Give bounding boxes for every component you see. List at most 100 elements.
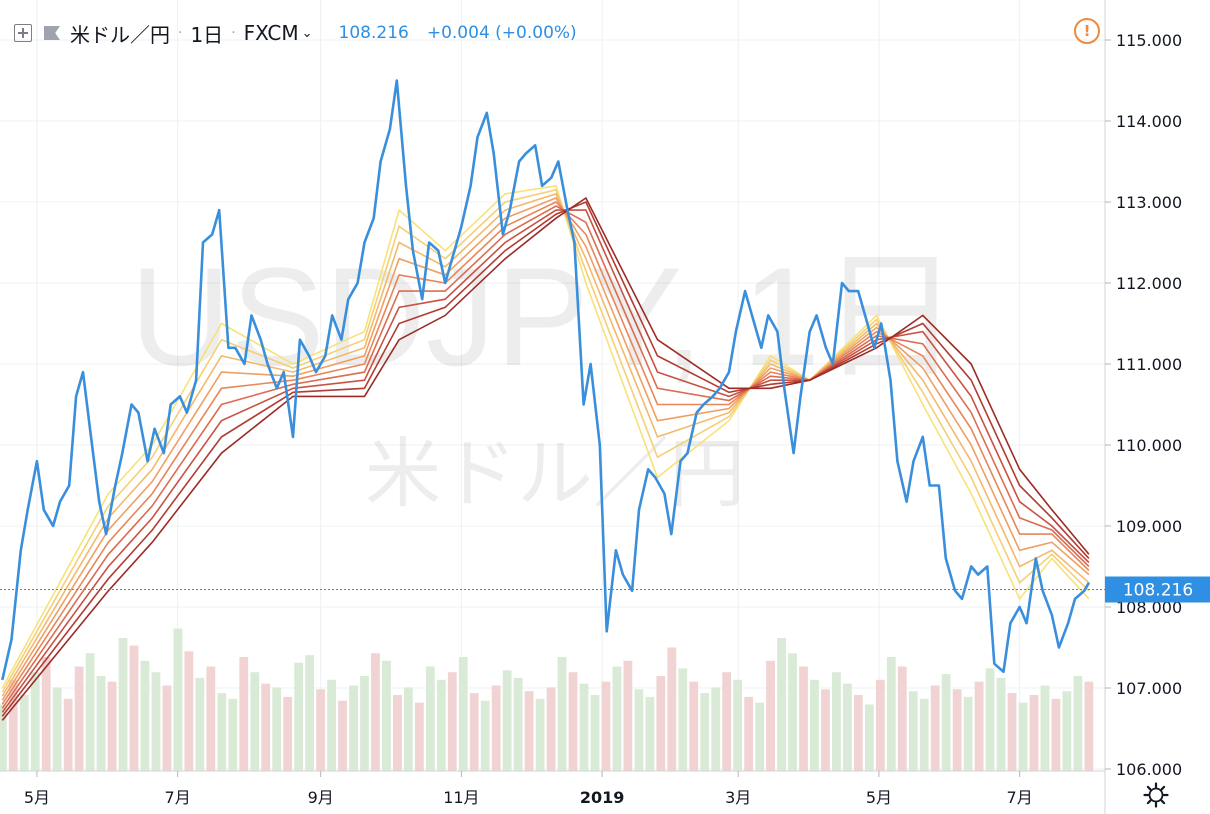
volume-bar xyxy=(974,681,984,771)
volume-bar xyxy=(250,672,260,771)
volume-bars xyxy=(0,628,1094,771)
volume-bar xyxy=(645,696,655,771)
volume-bar xyxy=(469,693,479,771)
y-tick-label: 113.000 xyxy=(1116,193,1182,212)
separator-dot: · xyxy=(231,25,236,41)
x-axis-ticks: 5月 7月 9月 11月 2019 3月 5月 7月 xyxy=(24,771,1033,807)
volume-bar xyxy=(85,653,95,771)
volume-bar xyxy=(799,666,808,771)
volume-bar xyxy=(897,666,907,771)
volume-bar xyxy=(832,672,841,771)
y-tick-label: 108.000 xyxy=(1116,598,1182,617)
chevron-down-icon[interactable]: ⌄ xyxy=(301,25,313,41)
legend-change: +0.004 (+0.00%) xyxy=(426,23,577,43)
x-tick-label: 7月 xyxy=(1007,788,1033,807)
volume-bar xyxy=(393,695,402,771)
volume-bar xyxy=(403,687,413,771)
volume-bar xyxy=(843,683,852,771)
alert-icon[interactable]: ! xyxy=(1074,18,1100,44)
volume-bar xyxy=(239,657,249,771)
legend-last-value: 108.216 xyxy=(338,23,409,43)
volume-bar xyxy=(886,657,896,771)
volume-bar xyxy=(283,696,293,771)
legend-symbol[interactable]: 米ドル／円 xyxy=(70,22,170,47)
watermark-name: 米ドル／円 xyxy=(365,429,745,518)
last-price-badge xyxy=(1105,576,1210,603)
volume-bar xyxy=(349,685,358,771)
volume-bar xyxy=(206,666,216,771)
y-tick-label: 109.000 xyxy=(1116,517,1182,536)
legend-exchange[interactable]: FXCM xyxy=(243,21,299,45)
legend-interval[interactable]: 1日 xyxy=(190,22,224,47)
volume-bar xyxy=(821,689,830,771)
volume-bar xyxy=(941,674,951,771)
volume-bar xyxy=(305,655,315,771)
volume-bar xyxy=(985,668,995,771)
x-tick-label: 11月 xyxy=(443,788,479,807)
volume-bar xyxy=(853,695,863,771)
volume-bar xyxy=(140,660,150,771)
volume-bar xyxy=(228,698,238,771)
ma-line xyxy=(1,205,1090,709)
volume-bar xyxy=(272,687,282,771)
volume-bar xyxy=(963,696,973,771)
volume-bar xyxy=(74,666,84,771)
volume-bar xyxy=(63,698,73,771)
volume-bar xyxy=(524,691,534,771)
volume-bar xyxy=(1084,681,1094,771)
volume-bar xyxy=(491,685,501,771)
volume-bar xyxy=(195,677,205,771)
volume-bar xyxy=(810,679,819,771)
volume-bar xyxy=(678,668,688,771)
volume-bar xyxy=(360,676,369,771)
volume-bar xyxy=(8,679,18,771)
volume-bar xyxy=(733,679,743,771)
crosshair-icon[interactable] xyxy=(14,24,32,42)
watermark-ticker: USDJPY, 1日 xyxy=(130,238,960,395)
volume-bar xyxy=(162,685,172,771)
volume-bar xyxy=(568,672,578,771)
volume-bar xyxy=(634,689,644,771)
volume-bar xyxy=(700,693,710,771)
volume-bar xyxy=(151,672,161,771)
y-tick-label: 112.000 xyxy=(1116,274,1182,293)
volume-bar xyxy=(1051,698,1061,771)
volume-bar xyxy=(711,687,721,771)
volume-bar xyxy=(217,693,227,771)
volume-bar xyxy=(261,683,271,771)
volume-bar xyxy=(557,657,567,771)
x-tick-label: 5月 xyxy=(24,788,50,807)
volume-bar xyxy=(0,704,7,771)
volume-bar xyxy=(96,676,106,771)
y-tick-label: 107.000 xyxy=(1116,679,1182,698)
gear-icon[interactable] xyxy=(1142,781,1170,809)
volume-bar xyxy=(1040,685,1050,771)
volume-bar xyxy=(447,672,457,771)
volume-bar xyxy=(118,638,128,771)
y-tick-label: 115.000 xyxy=(1116,31,1182,50)
y-axis-ticks: 115.000 114.000 113.000 112.000 111.000 110.0… xyxy=(1105,31,1182,779)
volume-bar xyxy=(623,660,633,771)
volume-bar xyxy=(30,672,40,771)
volume-bar xyxy=(173,628,183,771)
last-price-marker: 108.216 xyxy=(0,576,1210,603)
volume-bar xyxy=(458,657,468,771)
volume-bar xyxy=(722,672,732,771)
volume-bar xyxy=(996,677,1006,771)
volume-bar xyxy=(875,679,885,771)
volume-bar xyxy=(689,681,699,771)
volume-bar xyxy=(777,638,786,771)
x-tick-label: 7月 xyxy=(165,788,191,807)
moving-average-ribbon xyxy=(1,184,1090,721)
flag-icon[interactable] xyxy=(44,26,60,40)
y-tick-label: 111.000 xyxy=(1116,355,1182,374)
ma-line xyxy=(1,201,1090,705)
volume-bar xyxy=(864,704,874,771)
volume-bar xyxy=(535,698,545,771)
volume-bar xyxy=(579,683,589,771)
x-tick-label: 2019 xyxy=(580,788,625,807)
volume-bar xyxy=(952,689,962,771)
volume-bar xyxy=(601,681,611,771)
volume-bar xyxy=(184,651,194,771)
